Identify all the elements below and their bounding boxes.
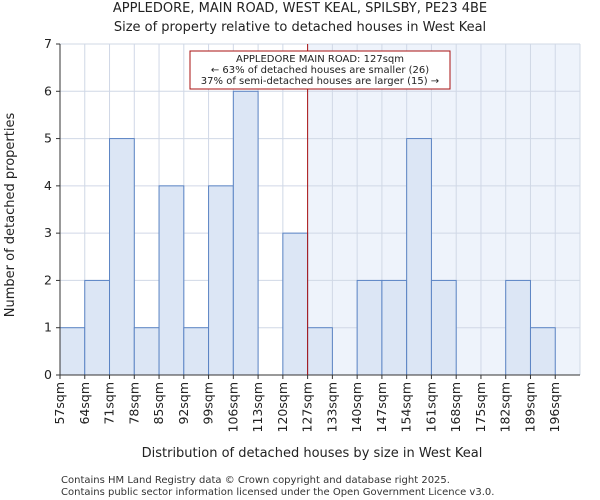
x-tick-label: 71sqm — [102, 382, 117, 425]
footer-line-2: Contains public sector information licen… — [61, 487, 494, 498]
bar — [307, 327, 333, 376]
x-tick-label: 175sqm — [473, 382, 488, 432]
x-tick-label: 161sqm — [423, 382, 438, 432]
y-tick-label: 7 — [44, 36, 52, 51]
x-tick-label: 154sqm — [399, 382, 414, 432]
x-tick-label: 78sqm — [126, 382, 141, 425]
bar — [109, 138, 135, 376]
marker-annotation-box — [189, 50, 451, 90]
x-tick-label: 120sqm — [275, 382, 290, 432]
y-axis-label: Number of detached properties — [3, 113, 18, 318]
x-tick-label: 189sqm — [522, 382, 537, 432]
y-tick-label: 6 — [44, 83, 52, 98]
chart-title: APPLEDORE, MAIN ROAD, WEST KEAL, SPILSBY… — [113, 1, 487, 16]
bar — [183, 327, 210, 376]
x-tick-label: 140sqm — [349, 382, 364, 432]
x-tick-label: 85sqm — [151, 382, 166, 425]
bar — [381, 279, 408, 376]
x-tick-label: 147sqm — [374, 382, 389, 432]
plot-area: 0 1 2 3 4 5 6 7 57sqm 64sqm 71sqm 78sqm 85sqm 92sqm 99… — [44, 36, 581, 432]
y-tick-label: 4 — [44, 178, 52, 193]
x-tick-label: 113sqm — [250, 382, 265, 432]
marker-annotation-line3: 37% of semi-detached houses are larger (… — [201, 76, 439, 87]
bar — [282, 232, 309, 376]
bar — [406, 138, 432, 376]
x-tick-label: 196sqm — [547, 382, 562, 432]
x-tick-label: 99sqm — [201, 382, 216, 425]
x-tick-label: 127sqm — [300, 382, 315, 432]
y-tick-label: 3 — [44, 225, 52, 240]
bar — [529, 327, 556, 376]
x-tick-label: 57sqm — [52, 382, 67, 425]
bar — [84, 279, 111, 376]
bar — [430, 279, 457, 376]
y-tick-label: 0 — [44, 367, 52, 382]
bar — [208, 185, 234, 376]
bar — [232, 90, 259, 376]
chart-subtitle: Size of property relative to detached ho… — [114, 20, 486, 35]
marker-annotation-line1: APPLEDORE MAIN ROAD: 127sqm — [236, 54, 404, 65]
x-tick-label: 182sqm — [498, 382, 513, 432]
x-tick-label: 106sqm — [225, 382, 240, 432]
marker-annotation-line2: ← 63% of detached houses are smaller (26… — [211, 65, 429, 76]
y-tick-label: 5 — [44, 131, 52, 146]
bar — [356, 279, 383, 376]
bar — [158, 185, 185, 376]
footer-line-1: Contains HM Land Registry data © Crown c… — [61, 475, 450, 486]
bar — [59, 327, 86, 376]
bar — [505, 279, 531, 376]
x-axis-label: Distribution of detached houses by size … — [142, 446, 483, 461]
x-tick-label: 133sqm — [324, 382, 339, 432]
x-tick-label: 92sqm — [176, 382, 191, 425]
y-tick-label: 2 — [44, 272, 52, 287]
x-tick-label: 168sqm — [448, 382, 463, 432]
x-tick-label: 64sqm — [77, 382, 92, 425]
bar — [133, 327, 160, 376]
y-tick-label: 1 — [44, 320, 52, 335]
